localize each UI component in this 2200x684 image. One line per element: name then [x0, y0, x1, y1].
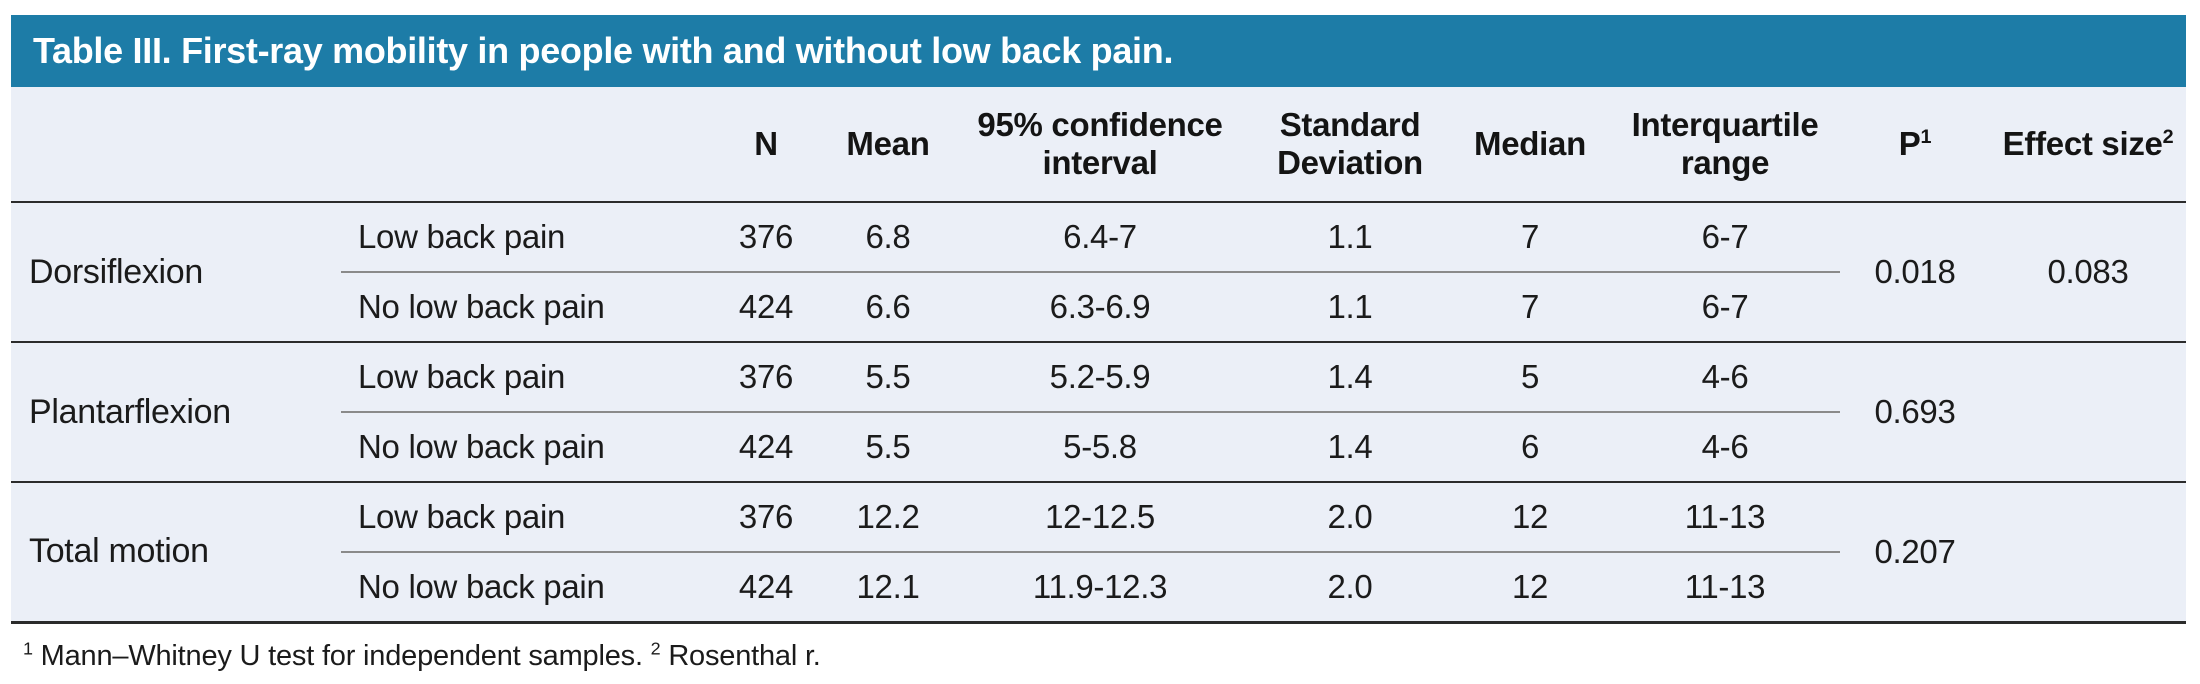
footnote-text-2: Rosenthal r.	[668, 639, 821, 672]
cell-n: 424	[706, 412, 826, 483]
cell-interquartile-range: 6-7	[1610, 202, 1840, 273]
cell-median: 12	[1450, 552, 1610, 624]
table-row: No low back pain 424 6.6 6.3-6.9 1.1 7 6…	[11, 272, 2186, 343]
header-n: N	[706, 87, 826, 203]
row-group-label-plantarflexion: Plantarflexion	[11, 342, 341, 483]
cell-mean: 6.6	[826, 272, 950, 343]
cell-effect-size	[1990, 482, 2186, 624]
cell-mean: 12.2	[826, 482, 950, 553]
header-effect-size: Effect size2	[1990, 87, 2186, 203]
cell-n: 376	[706, 202, 826, 273]
table-title: Table III. First-ray mobility in people …	[33, 30, 1174, 71]
table-row: No low back pain 424 5.5 5-5.8 1.4 6 4-6	[11, 412, 2186, 483]
cell-effect-size: 0.083	[1990, 202, 2186, 343]
header-p-label: P	[1898, 124, 1921, 162]
cell-mean: 6.8	[826, 202, 950, 273]
footnote: 1 Mann–Whitney U test for independent sa…	[11, 623, 2186, 673]
header-effect-size-superscript: 2	[2162, 125, 2174, 148]
cell-interquartile-range: 6-7	[1610, 272, 1840, 343]
cell-interquartile-range: 4-6	[1610, 342, 1840, 413]
data-table: N Mean 95% confidence interval Standard …	[11, 87, 2186, 624]
cell-standard-deviation: 2.0	[1250, 552, 1450, 624]
row-group-label-dorsiflexion: Dorsiflexion	[11, 202, 341, 343]
cell-median: 12	[1450, 482, 1610, 553]
cell-median: 7	[1450, 202, 1610, 273]
table-title-bar: Table III. First-ray mobility in people …	[11, 15, 2186, 87]
header-interquartile-range: Interquartile range	[1610, 87, 1840, 203]
cell-p-value: 0.693	[1840, 342, 1990, 483]
cell-effect-size	[1990, 342, 2186, 483]
cell-interquartile-range: 4-6	[1610, 412, 1840, 483]
table-row: Plantarflexion Low back pain 376 5.5 5.2…	[11, 342, 2186, 483]
cell-n: 424	[706, 272, 826, 343]
cell-n: 376	[706, 342, 826, 413]
cell-condition: No low back pain	[341, 412, 706, 483]
cell-confidence-interval: 5-5.8	[950, 412, 1250, 483]
cell-standard-deviation: 1.1	[1250, 202, 1450, 273]
footnote-marker-2: 2	[650, 637, 661, 658]
cell-confidence-interval: 12-12.5	[950, 482, 1250, 553]
cell-mean: 5.5	[826, 342, 950, 413]
cell-median: 5	[1450, 342, 1610, 413]
cell-standard-deviation: 1.4	[1250, 342, 1450, 413]
cell-confidence-interval: 6.4-7	[950, 202, 1250, 273]
footnote-marker-1: 1	[23, 637, 33, 658]
cell-confidence-interval: 6.3-6.9	[950, 272, 1250, 343]
cell-interquartile-range: 11-13	[1610, 482, 1840, 553]
cell-mean: 12.1	[826, 552, 950, 624]
header-confidence-interval: 95% confidence interval	[950, 87, 1250, 203]
cell-n: 376	[706, 482, 826, 553]
header-row: N Mean 95% confidence interval Standard …	[11, 87, 2186, 203]
cell-median: 7	[1450, 272, 1610, 343]
header-p-superscript: 1	[1920, 125, 1932, 148]
header-effect-size-label: Effect size	[2002, 124, 2163, 162]
header-standard-deviation: Standard Deviation	[1250, 87, 1450, 203]
cell-p-value: 0.018	[1840, 202, 1990, 343]
row-group-label-total-motion: Total motion	[11, 482, 341, 624]
cell-standard-deviation: 2.0	[1250, 482, 1450, 553]
cell-mean: 5.5	[826, 412, 950, 483]
header-mean: Mean	[826, 87, 950, 203]
cell-median: 6	[1450, 412, 1610, 483]
table-row: Total motion Low back pain 376 12.2 12-1…	[11, 482, 2186, 624]
cell-condition: Low back pain	[341, 342, 706, 413]
cell-confidence-interval: 11.9-12.3	[950, 552, 1250, 624]
cell-n: 424	[706, 552, 826, 624]
table-row: No low back pain 424 12.1 11.9-12.3 2.0 …	[11, 552, 2186, 624]
table-row: Dorsiflexion Low back pain 376 6.8 6.4-7…	[11, 202, 2186, 343]
cell-condition: Low back pain	[341, 482, 706, 553]
cell-condition: No low back pain	[341, 272, 706, 343]
cell-condition: Low back pain	[341, 202, 706, 273]
cell-standard-deviation: 1.1	[1250, 272, 1450, 343]
footnote-text-1: Mann–Whitney U test for independent samp…	[40, 639, 643, 672]
header-empty-measure	[11, 87, 341, 203]
header-median: Median	[1450, 87, 1610, 203]
cell-interquartile-range: 11-13	[1610, 552, 1840, 624]
header-empty-condition	[341, 87, 706, 203]
cell-condition: No low back pain	[341, 552, 706, 624]
table-container: Table III. First-ray mobility in people …	[11, 15, 2186, 673]
cell-confidence-interval: 5.2-5.9	[950, 342, 1250, 413]
cell-standard-deviation: 1.4	[1250, 412, 1450, 483]
cell-p-value: 0.207	[1840, 482, 1990, 624]
header-p-value: P1	[1840, 87, 1990, 203]
